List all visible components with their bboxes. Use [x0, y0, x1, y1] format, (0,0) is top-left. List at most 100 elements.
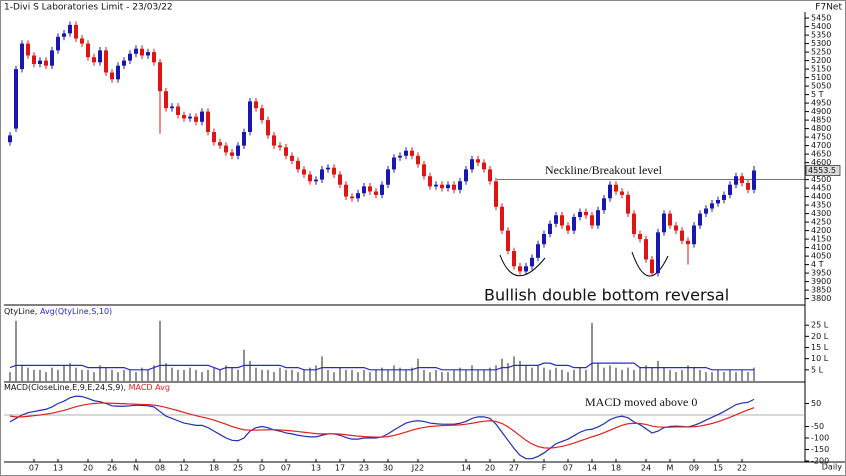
y-tick-label: 5250: [811, 48, 831, 57]
candle-body: [68, 24, 72, 34]
candle-body: [296, 160, 300, 170]
x-tick-label: 22: [737, 464, 747, 473]
candle-body: [662, 213, 666, 233]
x-tick-label: J22: [411, 464, 425, 473]
candle-body: [644, 239, 648, 260]
y-tick-label: 4650: [811, 150, 831, 159]
candle-body: [182, 115, 186, 119]
x-tick-label: 15: [713, 464, 723, 473]
y-tick-label: 4950: [811, 99, 831, 108]
y-tick-label: 4450: [811, 184, 831, 193]
candle-body: [284, 147, 288, 156]
candle-body: [608, 184, 612, 199]
x-tick-label: 07: [281, 464, 291, 473]
candle-body: [710, 203, 714, 209]
x-tick-label: M: [667, 464, 674, 473]
candle-body: [668, 213, 672, 226]
candle-body: [704, 208, 708, 214]
y-tick-label: -200: [811, 457, 829, 466]
x-tick-label: 17: [335, 464, 345, 473]
candle-body: [530, 257, 534, 267]
y-tick-label: 5350: [811, 31, 831, 40]
legend-entry: QtyLine,: [4, 307, 37, 316]
candle-body: [86, 43, 90, 58]
x-tick-label: 30: [383, 464, 393, 473]
legend: QtyLine, Avg(QtyLine,S,10): [4, 307, 112, 316]
x-tick-label: 18: [209, 464, 219, 473]
y-tick-label: 4800: [811, 124, 831, 133]
candle-body: [386, 169, 390, 185]
legend-entry: MACD Avg: [129, 383, 170, 392]
pattern-arc: [631, 251, 669, 277]
candle-body: [266, 120, 270, 136]
candle-body: [260, 108, 264, 121]
y-tick-label: 5050: [811, 82, 831, 91]
candle-body: [110, 72, 114, 80]
candle-body: [62, 33, 66, 37]
candle-body: [728, 184, 732, 195]
candle-body: [698, 213, 702, 226]
x-tick-label: 12: [179, 464, 189, 473]
annotation: Neckline/Breakout level: [545, 163, 663, 177]
pattern-arc: [499, 254, 546, 277]
candle-body: [188, 116, 192, 119]
x-tick-label: F: [542, 464, 547, 473]
candle-body: [164, 91, 168, 109]
candle-body: [584, 211, 588, 216]
candle-body: [464, 169, 468, 182]
candle-body: [650, 259, 654, 274]
candle-body: [176, 106, 180, 115]
candle-body: [248, 101, 252, 132]
candle-body: [194, 116, 198, 122]
candle-body: [590, 215, 594, 226]
candle-body: [320, 169, 324, 180]
x-tick-label: 07: [29, 464, 39, 473]
line: [9, 362, 754, 371]
candle-body: [104, 50, 108, 73]
x-tick-label: 14: [587, 464, 597, 473]
candle-body: [494, 181, 498, 207]
x-tick-label: 24: [641, 464, 651, 473]
candle-body: [230, 152, 234, 156]
candle-body: [362, 186, 366, 194]
x-tick-label: 20: [485, 464, 495, 473]
x-tick-label: 07: [563, 464, 573, 473]
y-tick-label: 4350: [811, 201, 831, 210]
y-tick-label: 4900: [811, 107, 831, 116]
y-tick-label: -50: [811, 422, 824, 431]
candle-body: [368, 186, 372, 192]
candle-body: [218, 142, 222, 146]
x-axis-label: Daily: [822, 463, 843, 472]
x-tick-label: 23: [359, 464, 369, 473]
y-tick-label: 4600: [811, 158, 831, 167]
candle-body: [290, 155, 294, 161]
candle-body: [98, 50, 102, 63]
candle-body: [170, 106, 174, 109]
candle-body: [512, 251, 516, 267]
x-tick-label: 20: [83, 464, 93, 473]
y-tick-label: 4150: [811, 235, 831, 244]
y-tick-label: 4050: [811, 252, 831, 261]
candle-body: [722, 194, 726, 200]
candle-body: [26, 43, 30, 56]
candle-body: [332, 167, 336, 175]
candle-body: [146, 52, 150, 56]
x-tick-label: 08: [155, 464, 165, 473]
legend-entry: MACD(CloseLine,E,9,E,24,S,9),: [4, 383, 126, 392]
candle-body: [542, 234, 546, 245]
candle-body: [206, 111, 210, 132]
candle-body: [356, 193, 360, 199]
y-tick-label: -150: [811, 445, 829, 454]
y-tick-label: 4400: [811, 192, 831, 201]
candle-body: [554, 215, 558, 224]
candle-body: [656, 232, 660, 274]
y-tick-label: 5 L: [811, 365, 824, 374]
x-tick-label: 13: [311, 464, 321, 473]
candle-body: [224, 145, 228, 153]
candle-body: [242, 132, 246, 146]
y-tick-label: 3900: [811, 277, 831, 286]
candle-body: [680, 230, 684, 241]
candle-body: [302, 169, 306, 175]
